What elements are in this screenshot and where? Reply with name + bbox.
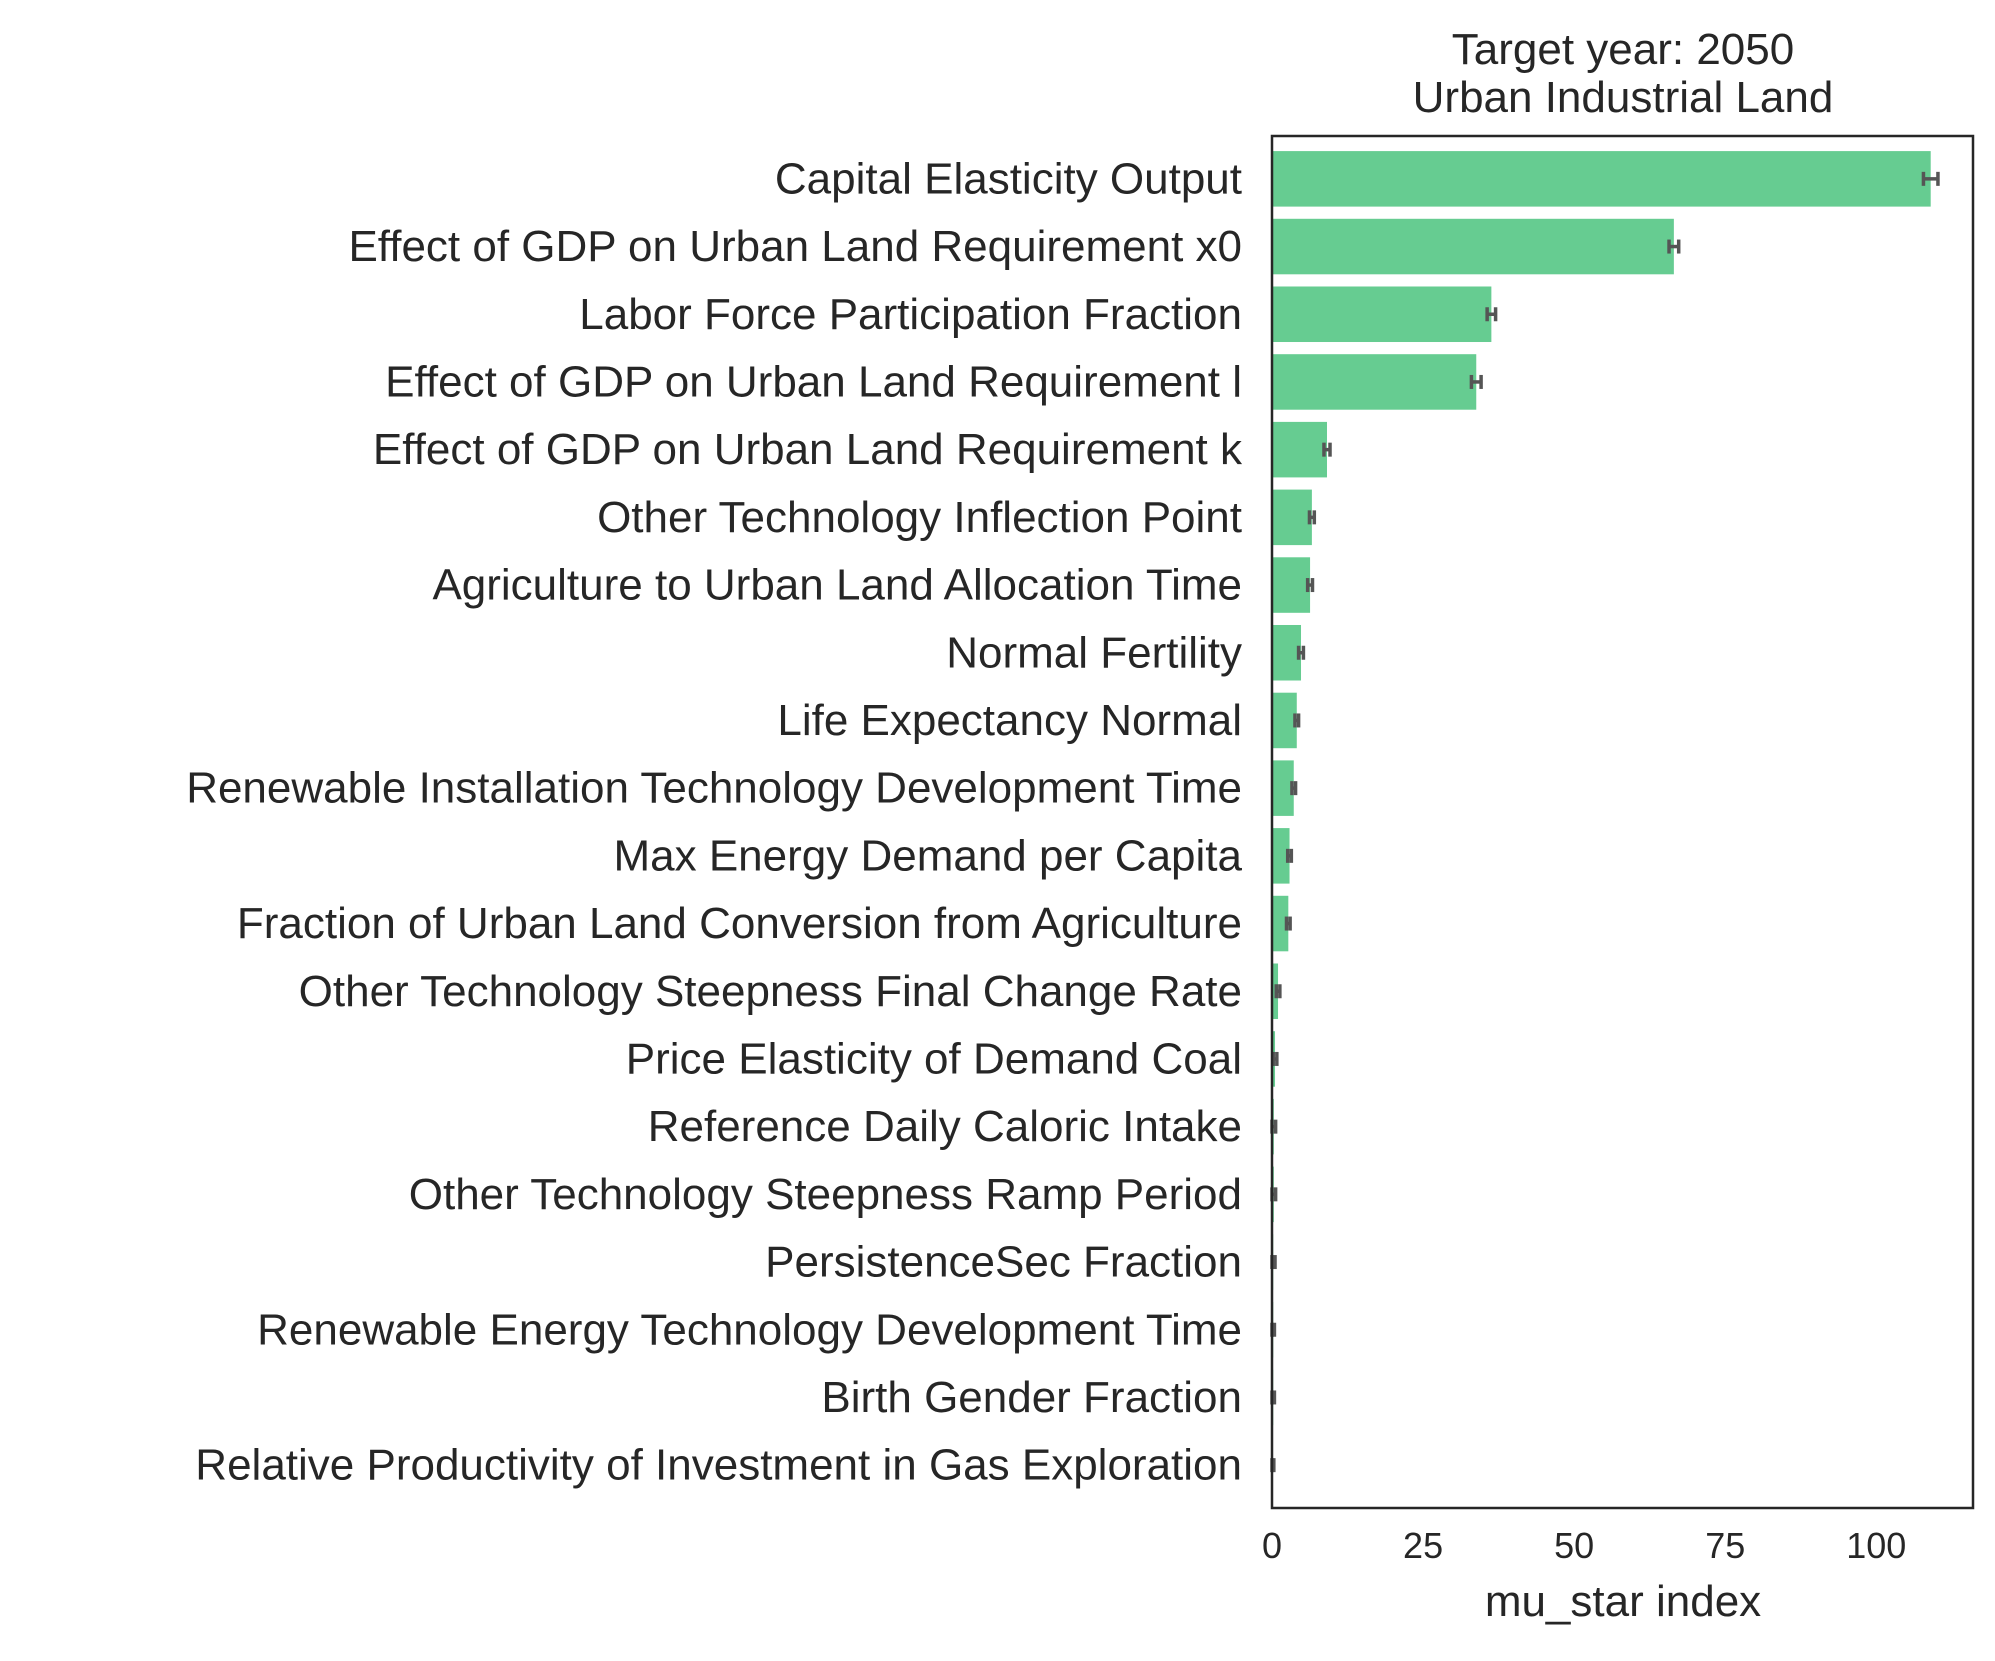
error-bar (1284, 916, 1292, 931)
category-label: Max Energy Demand per Capita (613, 831, 1242, 880)
bar (1272, 895, 1289, 952)
category-label: Agriculture to Urban Land Allocation Tim… (432, 561, 1242, 610)
bar (1272, 421, 1327, 478)
category-label: Other Technology Steepness Ramp Period (409, 1170, 1242, 1219)
error-bar (1293, 713, 1301, 728)
chart-title-line-2: Urban Industrial Land (1413, 73, 1834, 122)
error-bar (1307, 510, 1317, 525)
x-tick-label: 50 (1554, 1525, 1594, 1566)
bar (1272, 218, 1674, 275)
category-label: Effect of GDP on Urban Land Requirement … (373, 425, 1243, 474)
category-label: Life Expectancy Normal (777, 696, 1242, 745)
category-label: Effect of GDP on Urban Land Requirement … (385, 357, 1242, 406)
category-label: Labor Force Participation Fraction (579, 290, 1242, 339)
bar (1272, 557, 1311, 613)
bars-layer (1272, 151, 1931, 1493)
bar (1272, 828, 1290, 884)
category-label: PersistenceSec Fraction (765, 1238, 1242, 1287)
error-bar (1485, 307, 1498, 322)
error-bar (1296, 645, 1306, 660)
error-bar (1921, 171, 1940, 186)
category-labels: Capital Elasticity Output Effect of GDP o… (186, 154, 1243, 1489)
error-bar (1667, 239, 1681, 254)
category-label: Fraction of Urban Land Conversion from A… (237, 899, 1242, 948)
category-label: Reference Daily Caloric Intake (648, 1102, 1242, 1151)
x-tick-label: 25 (1403, 1525, 1443, 1566)
x-tick-label: 75 (1705, 1525, 1745, 1566)
category-label: Capital Elasticity Output (775, 154, 1242, 203)
bar (1272, 624, 1302, 681)
chart-title-line-1: Target year: 2050 (1452, 25, 1794, 74)
error-bar (1469, 374, 1483, 389)
plot-frame (1270, 134, 1975, 1510)
x-tick-label: 100 (1846, 1525, 1906, 1566)
bar (1272, 760, 1294, 816)
bar (1272, 692, 1297, 749)
category-label: Relative Productivity of Investment in G… (195, 1441, 1242, 1490)
bar (1272, 286, 1492, 343)
category-label: Normal Fertility (946, 628, 1242, 677)
bar (1272, 354, 1477, 410)
bar (1272, 151, 1931, 207)
bar (1272, 489, 1312, 546)
category-label: Other Technology Steepness Final Change … (299, 967, 1242, 1016)
category-label: Other Technology Inflection Point (597, 493, 1242, 542)
error-bar (1274, 984, 1282, 999)
error-bar (1322, 442, 1332, 457)
x-tick-label: 0 (1262, 1525, 1282, 1566)
category-label: Effect of GDP on Urban Land Requirement … (348, 222, 1242, 271)
category-label: Renewable Installation Technology Develo… (186, 764, 1242, 813)
error-bar (1290, 781, 1298, 796)
x-axis-ticks: 0 25 50 75 100 (1262, 1525, 1906, 1566)
error-bar (1305, 578, 1315, 593)
error-bar (1285, 848, 1294, 863)
category-label: Renewable Energy Technology Development … (257, 1305, 1242, 1354)
x-axis-label: mu_star index (1485, 1577, 1761, 1626)
category-label: Price Elasticity of Demand Coal (626, 1034, 1242, 1083)
category-label: Birth Gender Fraction (821, 1373, 1242, 1422)
